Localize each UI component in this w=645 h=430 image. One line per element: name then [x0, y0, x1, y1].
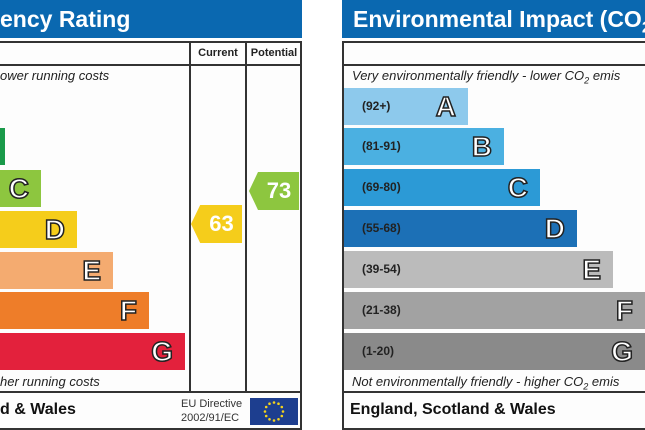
eu-star — [264, 405, 268, 409]
eu-star — [268, 402, 271, 406]
band-bar-f: (21-38) F — [344, 292, 645, 329]
directive-line: EU Directive — [181, 398, 243, 410]
band-bar-a: (92+) A — [344, 88, 468, 125]
band-bar-g: (1-20) G — [344, 333, 645, 370]
band-range: (81-91) — [362, 139, 401, 153]
band-bar-e: (39-54) E — [344, 251, 613, 288]
eu-star — [280, 414, 284, 418]
divider — [189, 41, 191, 393]
band-bar-b: (81-91) B — [344, 128, 504, 165]
top-note: ower running costs — [0, 68, 110, 83]
energy-rating-title: ency Rating — [0, 0, 302, 38]
band-range: (55-68) — [362, 221, 401, 235]
potential-column-header: Potential — [250, 47, 298, 59]
eu-star — [272, 419, 276, 422]
footer-region: England, Scotland & Wales — [350, 401, 556, 418]
environmental-impact-title: Environmental Impact (CO2 — [342, 0, 645, 38]
band-bar-b — [0, 128, 5, 165]
band-bar-c: C — [0, 170, 41, 207]
band-letter: D — [544, 212, 566, 245]
divider — [0, 64, 302, 66]
eu-star — [268, 417, 271, 421]
band-letter: D — [44, 213, 66, 246]
band-letter: C — [8, 172, 30, 205]
band-letter: C — [507, 171, 529, 204]
eu-star — [280, 405, 284, 409]
band-letter: A — [435, 90, 457, 123]
band-letter: F — [615, 294, 634, 327]
band-range: (1-20) — [362, 344, 395, 358]
band-letter: G — [150, 335, 173, 368]
band-range: (69-80) — [362, 180, 401, 194]
eu-star — [281, 410, 285, 413]
eu-flag-icon — [250, 398, 298, 425]
band-bar-f: F — [0, 292, 149, 329]
bottom-note: Not environmentally friendly - higher CO… — [352, 374, 620, 392]
eu-directive-text: EU Directive 2002/91/EC — [181, 397, 242, 425]
eu-star — [264, 414, 268, 418]
current-rating-arrow: 63 — [191, 205, 242, 243]
band-letter: B — [471, 130, 493, 163]
band-letter: G — [610, 335, 633, 368]
potential-rating-arrow: 73 — [249, 172, 299, 210]
band-letter: F — [119, 294, 138, 327]
band-bar-d: (55-68) D — [344, 210, 577, 247]
bottom-note: her running costs — [0, 374, 100, 389]
band-range: (39-54) — [362, 262, 401, 276]
band-letter: E — [82, 254, 102, 287]
top-note: Very environmentally friendly - lower CO… — [352, 68, 621, 86]
divider — [0, 391, 302, 393]
directive-line: 2002/91/EC — [181, 412, 240, 424]
band-letter: E — [582, 253, 602, 286]
footer-region: d & Wales — [0, 401, 76, 418]
band-range: (92+) — [362, 99, 391, 113]
divider — [342, 391, 645, 393]
band-range: (21-38) — [362, 303, 401, 317]
eu-star — [272, 401, 276, 404]
current-rating-value: 63 — [209, 211, 234, 236]
band-bar-e: E — [0, 252, 113, 289]
current-column-header: Current — [198, 47, 238, 59]
divider — [245, 41, 247, 393]
band-bar-g: G — [0, 333, 185, 370]
eu-star — [263, 410, 267, 413]
band-bar-d: D — [0, 211, 77, 248]
band-bar-c: (69-80) C — [344, 169, 540, 206]
eu-star — [277, 417, 280, 421]
eu-star — [277, 402, 280, 406]
potential-rating-value: 73 — [266, 178, 292, 203]
divider — [342, 64, 645, 66]
